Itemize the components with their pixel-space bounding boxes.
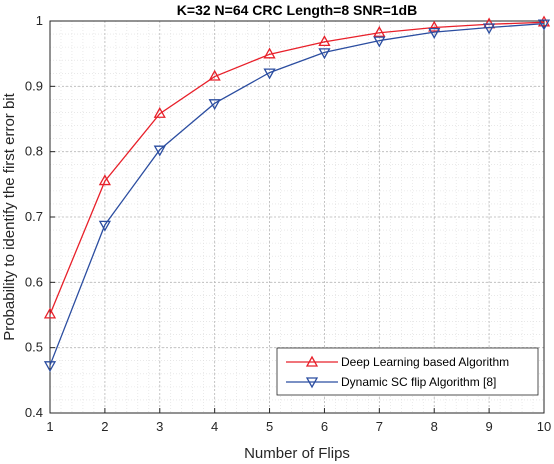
y-axis-label: Probability to identify the first error … <box>1 92 18 340</box>
y-tick-label: 0.5 <box>25 340 43 355</box>
y-tick-label: 0.8 <box>25 144 43 159</box>
data-point-deep-learning <box>373 25 386 37</box>
legend-marker-dynamic-sc-flip <box>305 377 319 389</box>
data-point-dynamic-sc-flip <box>428 27 441 39</box>
data-point-dynamic-sc-flip <box>373 36 386 48</box>
x-tick-label: 2 <box>101 419 108 434</box>
x-tick-label: 1 <box>46 419 53 434</box>
y-tick-label: 1 <box>36 13 43 28</box>
data-point-deep-learning <box>263 47 276 59</box>
series-line-dynamic-sc-flip <box>49 22 545 366</box>
legend-marker-deep-learning <box>305 355 319 367</box>
x-tick-label: 4 <box>211 419 218 434</box>
x-tick-label: 10 <box>537 419 551 434</box>
x-tick-label: 8 <box>431 419 438 434</box>
data-point-deep-learning <box>98 174 111 186</box>
legend-label-dynamic-sc-flip: Dynamic SC flip Algorithm [8] <box>341 375 496 389</box>
legend-box <box>276 347 539 396</box>
x-tick-label: 3 <box>156 419 163 434</box>
x-tick-label: 7 <box>376 419 383 434</box>
data-point-deep-learning <box>43 307 57 319</box>
y-tick-label: 0.6 <box>25 274 43 289</box>
data-point-dynamic-sc-flip <box>153 145 166 157</box>
data-point-deep-learning <box>537 15 551 27</box>
x-tick-label: 5 <box>266 419 273 434</box>
data-point-dynamic-sc-flip <box>318 48 331 60</box>
data-point-deep-learning <box>318 35 331 47</box>
x-tick-label: 6 <box>321 419 328 434</box>
y-tick-label: 0.4 <box>25 405 43 420</box>
legend: Deep Learning based Algorithm Dynamic SC… <box>276 347 539 396</box>
data-point-dynamic-sc-flip <box>537 19 551 31</box>
data-point-dynamic-sc-flip <box>208 99 221 111</box>
series-line-deep-learning <box>49 21 545 315</box>
data-point-deep-learning <box>428 20 441 32</box>
x-axis-label: Number of Flips <box>244 445 350 462</box>
series <box>43 15 551 373</box>
x-tick-label: 9 <box>485 419 492 434</box>
data-point-deep-learning <box>208 69 221 81</box>
data-point-dynamic-sc-flip <box>483 23 496 35</box>
y-tick-label: 0.9 <box>25 78 43 93</box>
chart-title: K=32 N=64 CRC Length=8 SNR=1dB <box>177 2 417 18</box>
data-point-dynamic-sc-flip <box>43 361 57 373</box>
data-point-deep-learning <box>153 106 166 118</box>
ticks: 1 2 3 4 5 6 7 8 9 10 0.4 0.5 0.6 0.7 0.8 0.9 1 <box>25 13 551 434</box>
data-point-dynamic-sc-flip <box>98 220 111 232</box>
y-tick-label: 0.7 <box>25 209 43 224</box>
legend-label-deep-learning: Deep Learning based Algorithm <box>341 355 509 369</box>
data-point-dynamic-sc-flip <box>263 68 276 80</box>
